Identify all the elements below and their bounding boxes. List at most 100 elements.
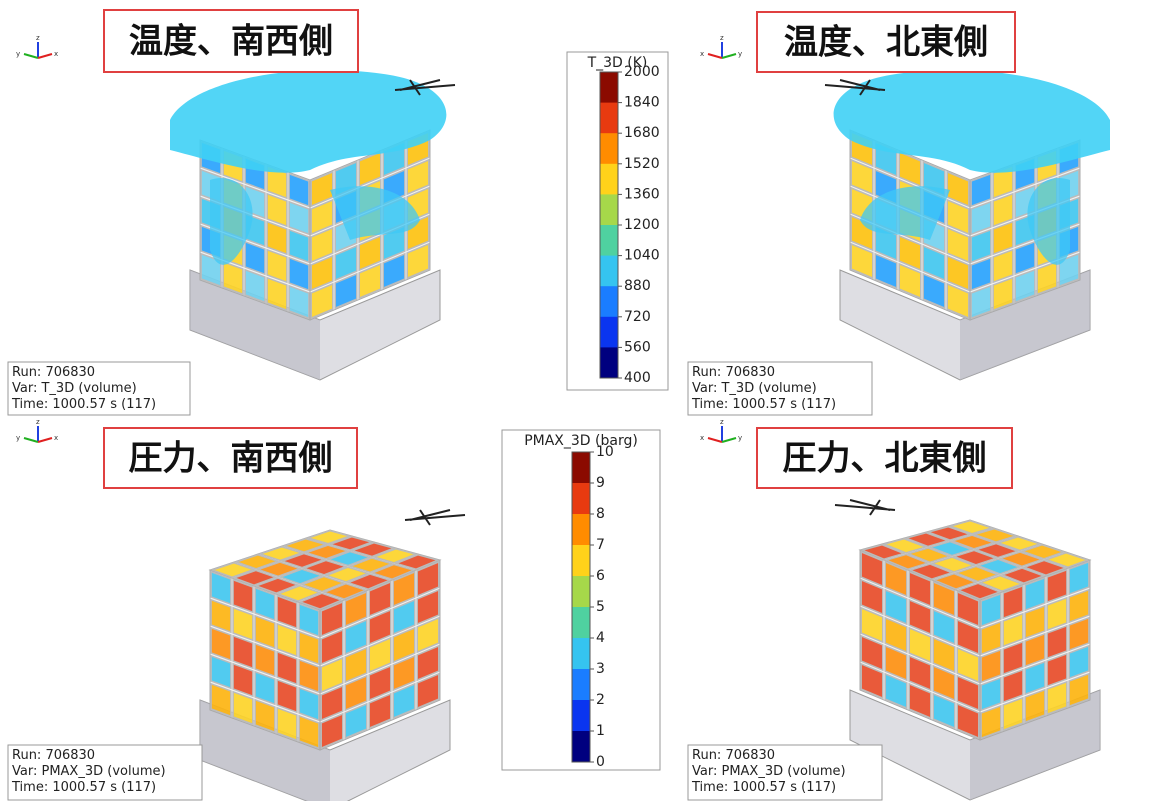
- cell: [310, 226, 334, 264]
- cell: [1019, 543, 1067, 560]
- cell: [874, 252, 898, 290]
- colorbar-tick-label: 880: [624, 278, 651, 294]
- cell: [956, 646, 980, 684]
- cell: [406, 242, 430, 280]
- cell: [1024, 604, 1046, 640]
- cell: [232, 634, 254, 670]
- cell: [850, 158, 874, 196]
- triad-label: x: [54, 434, 58, 442]
- cell: [334, 272, 358, 310]
- cell: [416, 644, 440, 682]
- triad-right: [721, 437, 737, 443]
- colorbar-tick-label: 10: [596, 444, 614, 460]
- cell: [324, 566, 370, 583]
- colorbar-tick-label: 1040: [624, 248, 660, 264]
- cell: [956, 590, 980, 628]
- colorbar-segment: [572, 700, 590, 732]
- colorbar-tick-label: 1200: [624, 217, 660, 233]
- cell: [946, 226, 970, 264]
- cell: [1068, 644, 1090, 680]
- cell: [971, 527, 1019, 543]
- cell: [946, 170, 970, 208]
- cell: [1000, 567, 1046, 584]
- cell: [334, 244, 358, 282]
- cell: [927, 540, 975, 557]
- flame-lobe: [210, 178, 253, 265]
- info-box: [687, 744, 883, 801]
- base-front: [200, 700, 330, 801]
- cell: [898, 234, 922, 272]
- cell: [906, 547, 952, 564]
- cell: [358, 234, 382, 272]
- colorbar-segment: [600, 163, 618, 195]
- cell: [244, 268, 266, 304]
- cell: [368, 692, 392, 730]
- colorbar-segment: [600, 347, 618, 379]
- cell: [305, 529, 353, 545]
- cell: [884, 644, 908, 682]
- cell: [956, 618, 980, 656]
- cell: [992, 248, 1014, 284]
- cell: [310, 170, 334, 208]
- cell: [946, 254, 970, 292]
- cell: [320, 712, 344, 750]
- info-line: Time: 1000.57 s (117): [691, 780, 836, 795]
- cell: [327, 535, 375, 551]
- cell: [908, 626, 932, 664]
- cell: [266, 248, 288, 284]
- triad-right: [37, 437, 53, 443]
- info-line: Run: 706830: [692, 365, 775, 380]
- cell: [884, 672, 908, 710]
- triad-label: z: [720, 34, 724, 42]
- cell: [956, 674, 980, 712]
- cell: [368, 664, 392, 702]
- cell: [1002, 668, 1024, 704]
- cell: [416, 588, 440, 626]
- cell: [922, 244, 946, 282]
- cell: [232, 578, 254, 614]
- cell: [980, 620, 1002, 656]
- cell: [980, 648, 1002, 684]
- info-line: Var: PMAX_3D (volume): [692, 764, 846, 779]
- colorbar-segment: [572, 483, 590, 515]
- cell: [406, 158, 430, 196]
- cell: [232, 662, 254, 698]
- cell: [298, 686, 320, 722]
- cell: [298, 602, 320, 638]
- cell: [1046, 624, 1068, 660]
- cell: [946, 198, 970, 236]
- title-box: [103, 9, 359, 73]
- cell: [300, 575, 346, 593]
- info-line: Var: PMAX_3D (volume): [12, 764, 166, 779]
- colorbar-tick-label: 1360: [624, 186, 660, 202]
- triad-label: y: [738, 50, 742, 58]
- colorbar-segment: [600, 102, 618, 134]
- flame-lobe: [860, 186, 950, 240]
- panel-title: 温度、南西側: [129, 22, 333, 62]
- cell: [860, 634, 884, 672]
- cell: [1024, 576, 1046, 612]
- cell: [320, 656, 344, 694]
- cell: [288, 200, 310, 236]
- cell: [1014, 240, 1036, 276]
- cell: [884, 616, 908, 654]
- cell: [256, 561, 302, 578]
- triad-label: y: [16, 50, 20, 58]
- info-box: [687, 361, 873, 416]
- cell: [970, 200, 992, 236]
- cell: [302, 559, 348, 576]
- cell: [992, 276, 1014, 312]
- cell: [932, 580, 956, 618]
- cell: [932, 692, 956, 730]
- colorbar-tick-label: 720: [624, 309, 651, 325]
- triad-label: x: [54, 50, 58, 58]
- cell: [925, 525, 973, 541]
- cell: [281, 537, 329, 553]
- cell: [288, 284, 310, 320]
- cell: [298, 630, 320, 666]
- cell: [298, 658, 320, 694]
- cell: [370, 563, 416, 580]
- cell: [1024, 688, 1046, 724]
- cell: [956, 702, 980, 740]
